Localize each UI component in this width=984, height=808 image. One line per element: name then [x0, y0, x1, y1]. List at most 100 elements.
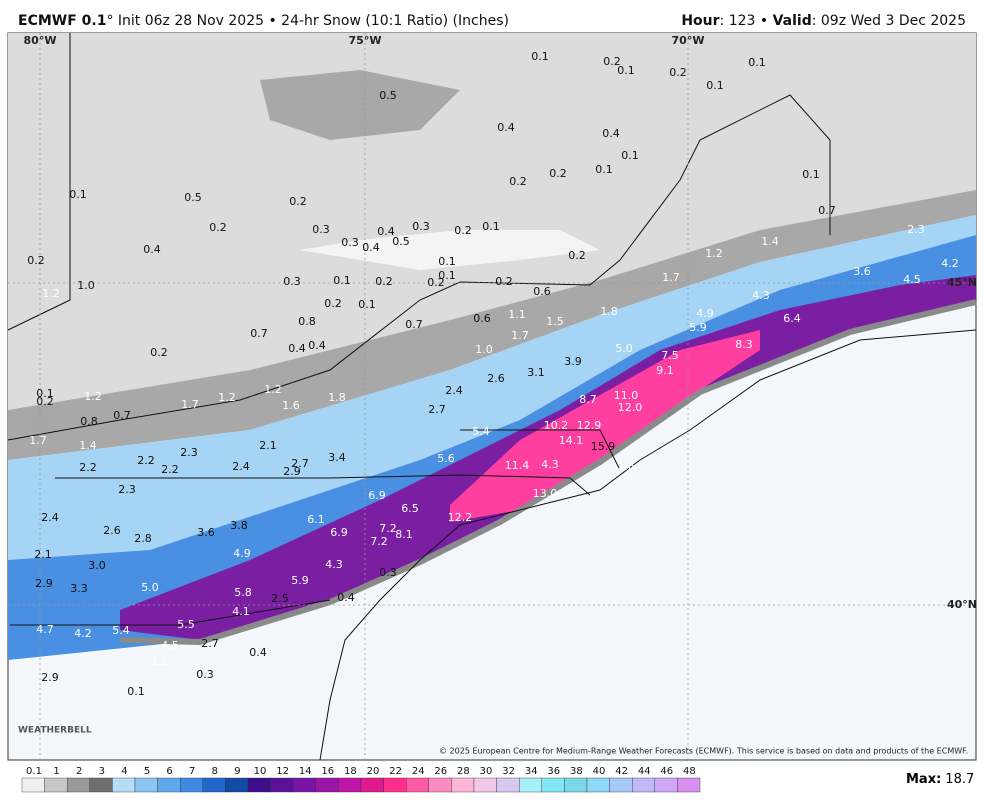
snow-amount-label: 0.6	[473, 312, 491, 325]
coastline	[319, 329, 977, 761]
snow-amount-label: 7.2	[370, 535, 388, 548]
snow-amount-label: 0.4	[337, 591, 355, 604]
legend-label: 1	[53, 766, 59, 777]
snow-amount-label: 0.1	[531, 50, 549, 63]
snow-amount-label: 0.4	[143, 243, 161, 256]
border	[7, 94, 831, 441]
legend-swatch	[586, 777, 610, 793]
snow-amount-label: 5.0	[615, 342, 633, 355]
snow-amount-label: 1.7	[29, 434, 47, 447]
snow-amount-label: 0.2	[454, 224, 472, 237]
legend-label: 22	[389, 766, 402, 777]
legend-label: 44	[638, 766, 651, 777]
legend-swatch	[519, 777, 543, 793]
snow-amount-label: 0.2	[289, 195, 307, 208]
valid-key: Valid	[773, 13, 812, 29]
logo: WEATHERBELL	[18, 726, 92, 736]
legend-swatch	[473, 777, 497, 793]
snow-amount-label: 1.8	[600, 305, 618, 318]
legend-swatch	[89, 777, 113, 793]
legend-swatch	[609, 777, 633, 793]
snow-amount-label: 6.1	[307, 513, 325, 526]
snow-amount-label: 5.9	[291, 574, 309, 587]
legend-label: 16	[321, 766, 334, 777]
snow-amount-label: 0.7	[250, 327, 268, 340]
snow-amount-label: 0.4	[362, 241, 380, 254]
legend-swatch	[677, 777, 701, 793]
snow-amount-label: 0.1	[69, 188, 87, 201]
snow-amount-label: 0.4	[497, 121, 515, 134]
snow-amount-label: 0.2	[209, 221, 227, 234]
snow-amount-label: 2.6	[103, 524, 121, 537]
snow-amount-label: 4.9	[696, 307, 714, 320]
snow-amount-label: 1.7	[511, 329, 529, 342]
legend-swatch	[270, 777, 294, 793]
snow-amount-label: 1.6	[282, 399, 300, 412]
snow-amount-label: 2.3	[180, 446, 198, 459]
snow-amount-label: 2.6	[487, 372, 505, 385]
snow-amount-label: 5.9	[689, 321, 707, 334]
legend-label: 30	[480, 766, 493, 777]
snow-amount-label: 0.2	[669, 66, 687, 79]
snow-amount-label: 0.7	[113, 409, 131, 422]
snow-amount-label: 4.5	[161, 639, 179, 652]
snow-amount-label: 0.2	[495, 275, 513, 288]
legend-swatch	[66, 777, 90, 793]
snow-amount-label: 2.2	[161, 463, 179, 476]
legend-label: 4	[121, 766, 127, 777]
snow-edge	[119, 299, 977, 646]
snow-amount-label: 3.1	[527, 366, 545, 379]
snow-amount-label: 1.5	[546, 315, 564, 328]
legend-swatch	[225, 777, 249, 793]
legend-swatch	[21, 777, 45, 793]
snow-amount-label: 3.8	[230, 519, 248, 532]
snow-amount-label: 11.0	[614, 389, 639, 402]
snow-amount-label: 2.4	[445, 384, 463, 397]
coordinate-label: 80°W	[24, 34, 57, 47]
snow-amount-label: 8.3	[735, 338, 753, 351]
snow-amount-label: 10.2	[544, 419, 569, 432]
legend-label: 2	[76, 766, 82, 777]
max-value: 18.7	[945, 772, 974, 787]
legend-swatch	[315, 777, 339, 793]
snow-amount-label: 0.1	[36, 387, 54, 400]
snow-amount-label: 2.6	[617, 460, 635, 473]
snow-amount-label: 2.7	[428, 403, 446, 416]
legend-label: 9	[234, 766, 240, 777]
snow-amount-label: 4.5	[903, 273, 921, 286]
legend-swatch	[406, 777, 430, 793]
snow-gray-blob	[260, 70, 460, 140]
state-line	[55, 474, 591, 496]
coordinate-label: 70°W	[672, 34, 705, 47]
title-model: ECMWF 0.1	[18, 13, 106, 29]
snow-amount-label: 0.8	[80, 415, 98, 428]
legend-swatch	[428, 777, 452, 793]
hour-value: : 123 •	[720, 13, 773, 29]
snow-amount-label: 0.3	[341, 236, 359, 249]
legend-label: 36	[547, 766, 560, 777]
snow-amount-label: 0.8	[298, 315, 316, 328]
snow-amount-label: 0.5	[184, 191, 202, 204]
snow-amount-label: 0.7	[405, 318, 423, 331]
snow-amount-label: 2.1	[34, 548, 52, 561]
snow-amount-label: 0.2	[603, 55, 621, 68]
snow-amount-label: 2.7	[291, 457, 309, 470]
state-line	[460, 429, 621, 471]
snow-amount-label: 1.8	[328, 391, 346, 404]
legend-label: 34	[525, 766, 538, 777]
snow-amount-label: 0.3	[283, 275, 301, 288]
snow-amount-label: 0.3	[412, 220, 430, 233]
legend-swatch	[134, 777, 158, 793]
legend-label: 12	[276, 766, 289, 777]
snow-amount-label: 0.3	[196, 668, 214, 681]
legend-swatch	[157, 777, 181, 793]
coordinate-label: 45°N	[947, 276, 977, 289]
border	[7, 33, 71, 331]
snow-amount-label: 0.1	[438, 255, 456, 268]
snow-amount-label: 1.4	[79, 439, 97, 452]
snow-amount-label: 6.5	[401, 502, 419, 515]
snow-amount-label: 0.2	[568, 249, 586, 262]
snow-amount-label: 0.1	[595, 163, 613, 176]
title: ECMWF 0.1° Init 06z 28 Nov 2025 • 24-hr …	[18, 13, 509, 29]
snow-amount-label: 0.1	[482, 220, 500, 233]
